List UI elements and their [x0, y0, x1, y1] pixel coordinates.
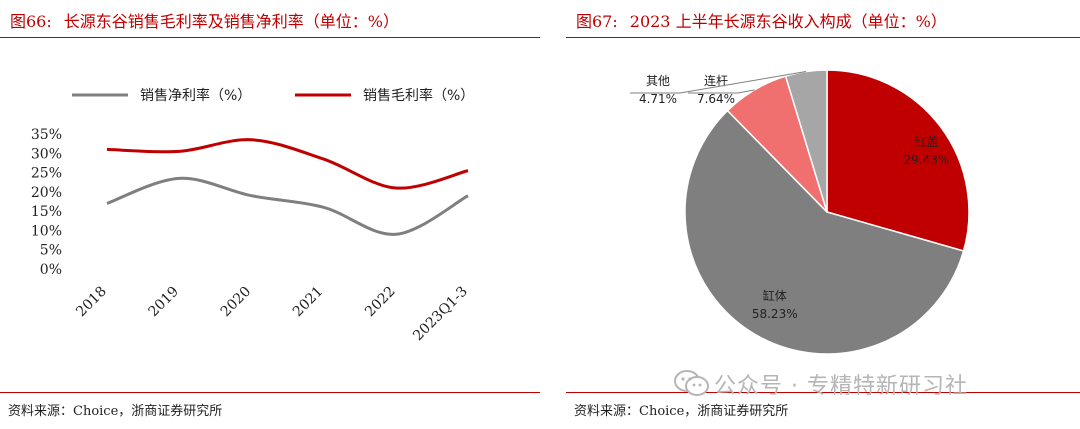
x-tick-label: 2021 [290, 284, 327, 321]
wechat-icon [674, 370, 709, 396]
series-line-gross-margin [106, 138, 469, 190]
leader-line [630, 71, 807, 94]
right-source-note: 资料来源：Choice，浙商证券研究所 [574, 404, 789, 419]
slice-label: 连杆 [704, 73, 728, 88]
x-tick-label: 2019 [146, 284, 183, 321]
left-figure-panel: 图66: 长源东谷销售毛利率及销售净利率（单位：%） 0% 5% 10% 15% 20% 2… [0, 8, 540, 419]
slice-label: 其他 [646, 74, 670, 88]
x-tick-label: 2022 [362, 284, 399, 321]
watermark-text: 公众号 · 专精特新研习社 [714, 374, 968, 399]
pie-slice-缸盖 [826, 69, 970, 252]
y-tick-label: 0% [40, 262, 62, 278]
right-source-rule [566, 392, 1080, 393]
x-tick-label: 2020 [218, 284, 255, 321]
y-tick-label: 30% [31, 146, 62, 162]
x-tick-label: 2018 [73, 284, 110, 321]
slice-value: 7.64% [697, 92, 735, 106]
y-tick-label: 20% [31, 185, 62, 201]
legend-label: 销售毛利率（%） [363, 87, 474, 104]
left-source-note: 资料来源：Choice，浙商证券研究所 [8, 404, 223, 419]
left-figure-number: 图66: [10, 12, 52, 31]
y-tick-label: 10% [31, 223, 62, 239]
left-source-rule [0, 392, 540, 393]
slice-label: 缸体 [763, 288, 787, 303]
right-figure-title-text: 2023 上半年长源东谷收入构成（单位：%） [629, 12, 947, 31]
right-figure-panel: 图67: 2023 上半年长源东谷收入构成（单位：%） 缸盖 29.43% 缸体 58.… [566, 0, 1080, 429]
slice-value: 4.71% [639, 92, 677, 106]
slice-label: 缸盖 [914, 134, 938, 149]
slice-value: 58.23% [752, 307, 798, 321]
x-tick-label: 2023Q1-3 [410, 284, 471, 345]
left-figure-title-text: 长源东谷销售毛利率及销售净利率（单位：%） [63, 12, 399, 31]
right-figure-number: 图67: [576, 12, 618, 31]
left-title-rule [0, 37, 540, 38]
left-figure-title: 图66: 长源东谷销售毛利率及销售净利率（单位：%） [10, 8, 399, 32]
series-line-net-margin [106, 176, 469, 236]
y-tick-label: 5% [40, 243, 62, 259]
y-tick-label: 15% [31, 204, 62, 220]
pie-slice-缸体 [684, 109, 965, 355]
right-figure-title: 图67: 2023 上半年长源东谷收入构成（单位：%） [576, 8, 947, 32]
right-title-rule [566, 37, 1080, 38]
slice-value: 29.43% [903, 153, 949, 167]
pie-chart: 缸盖 29.43% 缸体 58.23% 连杆 7.64% 其他 4.71% [630, 69, 970, 355]
line-chart: 0% 5% 10% 15% 20% 25% 30% 35% 2018 2019 2020 2021 20… [31, 87, 474, 345]
leader-line [688, 89, 755, 94]
y-tick-label: 35% [31, 127, 62, 143]
legend-label: 销售净利率（%） [140, 87, 251, 104]
y-tick-label: 25% [31, 166, 62, 182]
